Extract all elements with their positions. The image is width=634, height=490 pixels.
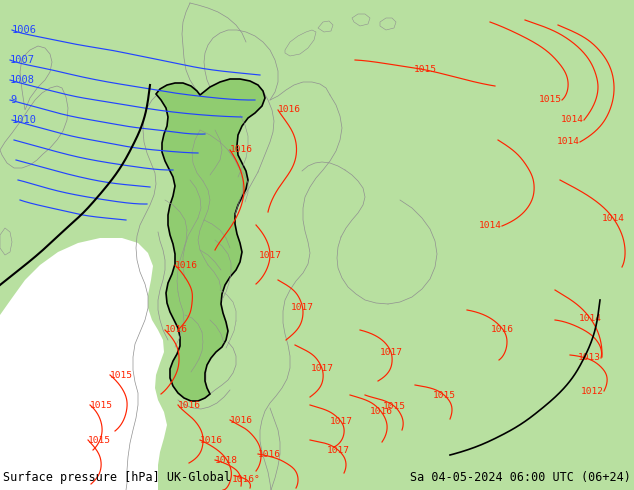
Text: 1006: 1006: [12, 25, 37, 35]
Text: 1017: 1017: [311, 364, 333, 373]
Text: 1016: 1016: [258, 449, 281, 459]
Polygon shape: [0, 228, 12, 255]
Text: 1010: 1010: [12, 115, 37, 125]
Polygon shape: [380, 18, 396, 30]
Polygon shape: [285, 30, 316, 56]
Text: 1015: 1015: [90, 400, 113, 410]
Text: 1014: 1014: [479, 221, 502, 230]
Text: 1015: 1015: [432, 391, 456, 399]
Text: 1017: 1017: [330, 417, 353, 426]
Polygon shape: [156, 79, 265, 401]
Text: 1016°: 1016°: [232, 475, 261, 484]
Text: 1013: 1013: [578, 353, 601, 363]
Text: 1016: 1016: [178, 400, 201, 410]
Text: 1016: 1016: [370, 408, 393, 416]
Text: 1015: 1015: [539, 96, 562, 104]
Text: 1015: 1015: [414, 65, 437, 74]
Text: 1014: 1014: [602, 214, 624, 223]
Polygon shape: [0, 86, 68, 168]
Polygon shape: [20, 46, 52, 110]
Text: 1016: 1016: [278, 105, 301, 115]
Polygon shape: [352, 14, 370, 26]
Text: 1016: 1016: [200, 436, 223, 444]
Text: Surface pressure [hPa] UK-Global: Surface pressure [hPa] UK-Global: [3, 471, 231, 484]
Text: 1017: 1017: [380, 348, 403, 357]
Text: 1008: 1008: [10, 75, 35, 85]
Text: 1016: 1016: [165, 325, 188, 335]
Text: 1017: 1017: [259, 251, 281, 260]
Text: 1016: 1016: [230, 146, 253, 154]
Text: 1016: 1016: [230, 416, 253, 424]
Text: 1007: 1007: [10, 55, 35, 65]
Text: 1014: 1014: [561, 116, 584, 124]
Text: 9: 9: [10, 95, 16, 105]
Text: 1018: 1018: [215, 456, 238, 465]
Text: 1015: 1015: [88, 436, 111, 444]
Text: 1012: 1012: [581, 387, 604, 395]
Text: 1014: 1014: [557, 138, 580, 147]
Text: 1016: 1016: [491, 324, 514, 334]
Text: 1015: 1015: [110, 370, 133, 379]
Text: 1017: 1017: [327, 445, 349, 455]
Polygon shape: [290, 0, 634, 60]
Text: 1015: 1015: [382, 402, 406, 411]
Text: Sa 04-05-2024 06:00 UTC (06+24): Sa 04-05-2024 06:00 UTC (06+24): [410, 471, 631, 484]
Polygon shape: [318, 21, 333, 32]
Text: 1016: 1016: [175, 261, 198, 270]
Text: 1014: 1014: [579, 314, 602, 323]
Text: 1017: 1017: [291, 302, 314, 312]
